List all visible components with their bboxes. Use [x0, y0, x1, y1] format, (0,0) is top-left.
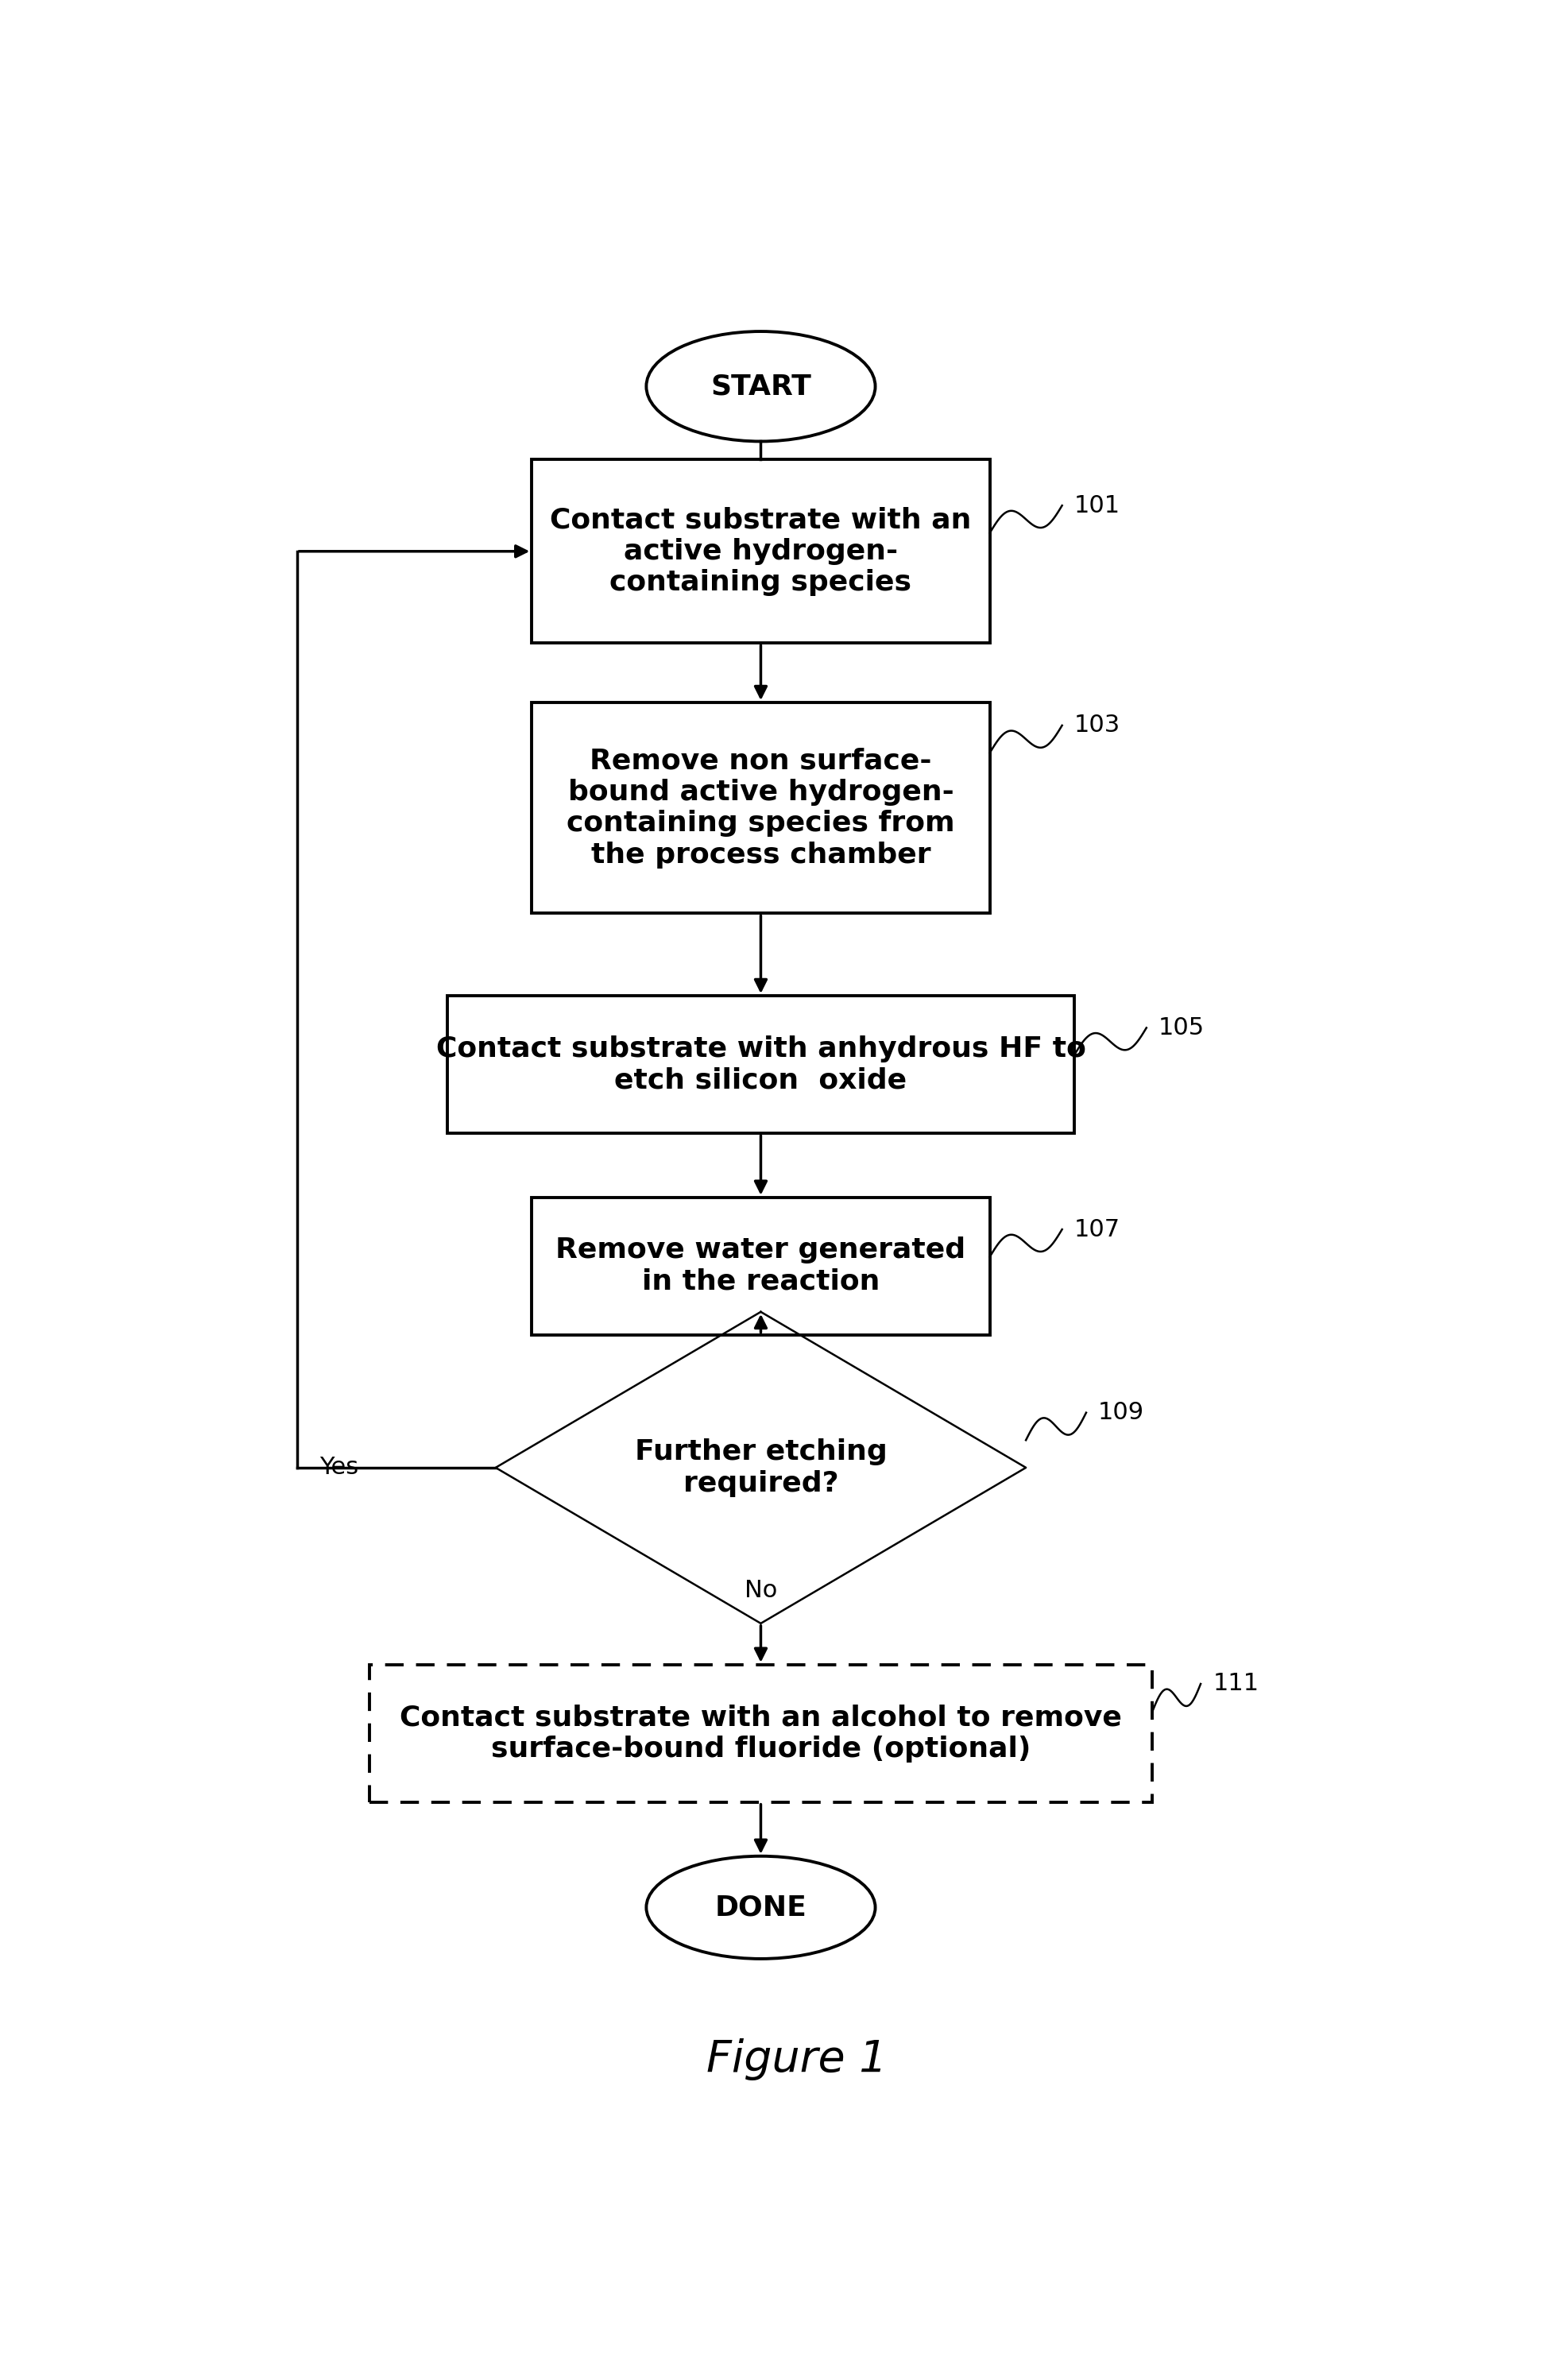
Text: 101: 101 — [1075, 495, 1120, 516]
Text: 109: 109 — [1098, 1402, 1144, 1423]
Bar — [369, 1664, 1152, 1802]
Text: 107: 107 — [1075, 1219, 1120, 1240]
Text: Remove non surface-
bound active hydrogen-
containing species from
the process c: Remove non surface- bound active hydroge… — [566, 747, 955, 869]
Text: 105: 105 — [1158, 1016, 1205, 1040]
Text: Contact substrate with anhydrous HF to
etch silicon  oxide: Contact substrate with anhydrous HF to e… — [435, 1035, 1085, 1095]
Text: Contact substrate with an
active hydrogen-
containing species: Contact substrate with an active hydroge… — [550, 507, 972, 595]
Text: Remove water generated
in the reaction: Remove water generated in the reaction — [555, 1238, 966, 1295]
Text: Contact substrate with an alcohol to remove
surface-bound fluoride (optional): Contact substrate with an alcohol to rem… — [400, 1704, 1121, 1764]
Bar — [532, 459, 989, 643]
Text: Yes: Yes — [319, 1457, 359, 1478]
Bar — [532, 1197, 989, 1335]
Text: Figure 1: Figure 1 — [706, 2040, 888, 2080]
Text: Further etching
required?: Further etching required? — [634, 1438, 886, 1497]
Text: No: No — [745, 1578, 778, 1602]
Text: START: START — [711, 374, 812, 400]
Bar — [448, 995, 1075, 1133]
Text: DONE: DONE — [715, 1894, 807, 1921]
Text: 111: 111 — [1213, 1673, 1260, 1695]
Polygon shape — [496, 1311, 1026, 1623]
Text: 103: 103 — [1075, 714, 1121, 738]
Ellipse shape — [647, 1856, 875, 1959]
Bar — [532, 702, 989, 914]
Ellipse shape — [647, 331, 875, 440]
